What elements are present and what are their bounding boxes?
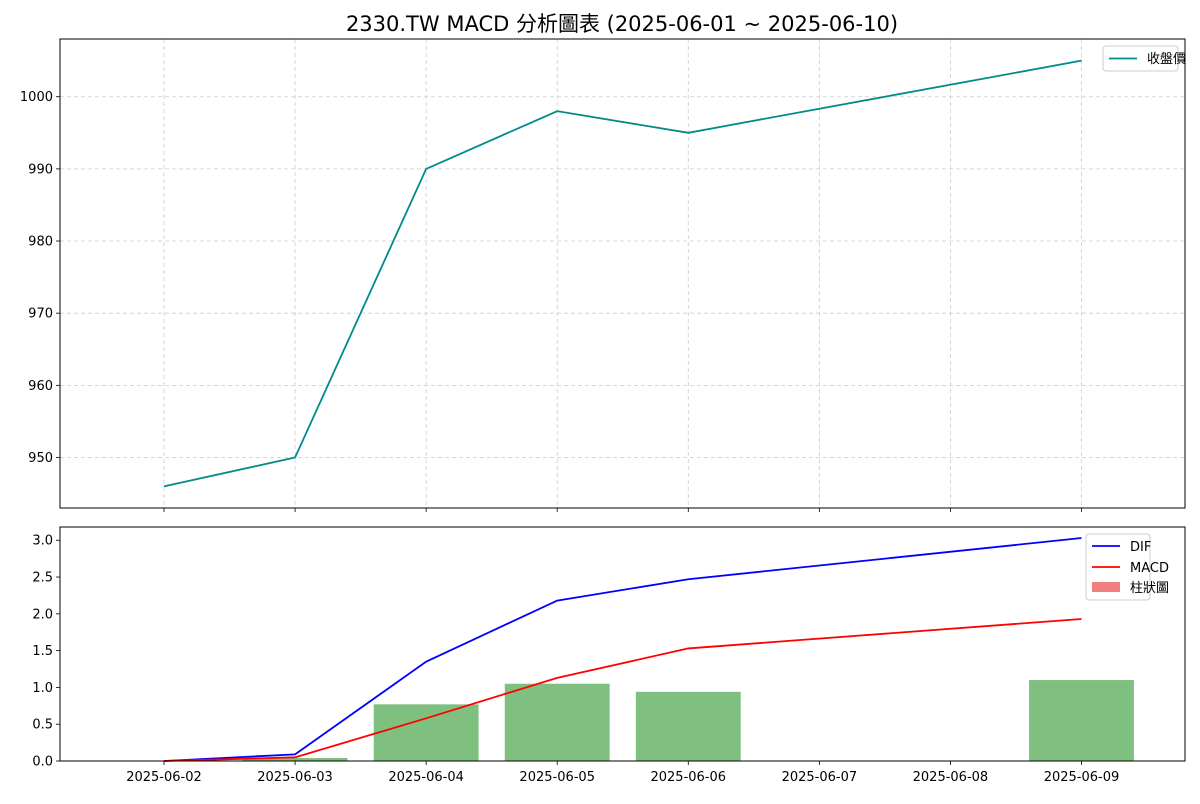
macd-histogram-bar	[636, 692, 741, 761]
macd-x-tick-label: 2025-06-06	[650, 770, 726, 785]
macd-x-tick-label: 2025-06-09	[1044, 770, 1120, 785]
macd-x-tick-label: 2025-06-07	[782, 770, 858, 785]
price-y-tick-label: 980	[28, 235, 53, 250]
dif-legend-label: DIF	[1130, 540, 1151, 555]
macd-line	[164, 619, 1081, 761]
macd-y-tick-label: 1.0	[32, 681, 53, 696]
price-line	[164, 61, 1081, 487]
histogram-legend-swatch	[1092, 582, 1120, 592]
price-y-tick-label: 990	[28, 162, 53, 177]
macd-histogram-bar	[374, 704, 479, 761]
price-y-tick-label: 970	[28, 307, 53, 322]
macd-x-tick-label: 2025-06-04	[388, 770, 464, 785]
price-y-tick-label: 950	[28, 451, 53, 466]
price-y-tick-label: 960	[28, 379, 53, 394]
macd-histogram-bar	[505, 684, 610, 761]
macd-x-tick-label: 2025-06-08	[913, 770, 989, 785]
macd-y-tick-label: 1.5	[32, 644, 53, 659]
macd-legend-label: MACD	[1130, 561, 1169, 576]
macd-histogram-bar	[1029, 680, 1134, 761]
price-legend-label: 收盤價	[1147, 52, 1186, 67]
macd-y-tick-label: 0.0	[32, 755, 53, 770]
macd-y-tick-label: 3.0	[32, 534, 53, 549]
macd-y-tick-label: 2.0	[32, 607, 53, 622]
price-panel-frame	[60, 39, 1185, 508]
macd-x-tick-label: 2025-06-02	[126, 770, 202, 785]
macd-y-tick-label: 2.5	[32, 571, 53, 586]
macd-x-tick-label: 2025-06-05	[519, 770, 595, 785]
macd-x-tick-label: 2025-06-03	[257, 770, 333, 785]
macd-y-tick-label: 0.5	[32, 718, 53, 733]
chart-title: 2330.TW MACD 分析圖表 (2025-06-01 ~ 2025-06-…	[346, 12, 898, 36]
dif-line	[164, 538, 1081, 761]
price-y-tick-label: 1000	[20, 90, 53, 105]
histogram-legend-label: 柱狀圖	[1130, 581, 1169, 596]
macd-panel-frame	[60, 527, 1185, 761]
